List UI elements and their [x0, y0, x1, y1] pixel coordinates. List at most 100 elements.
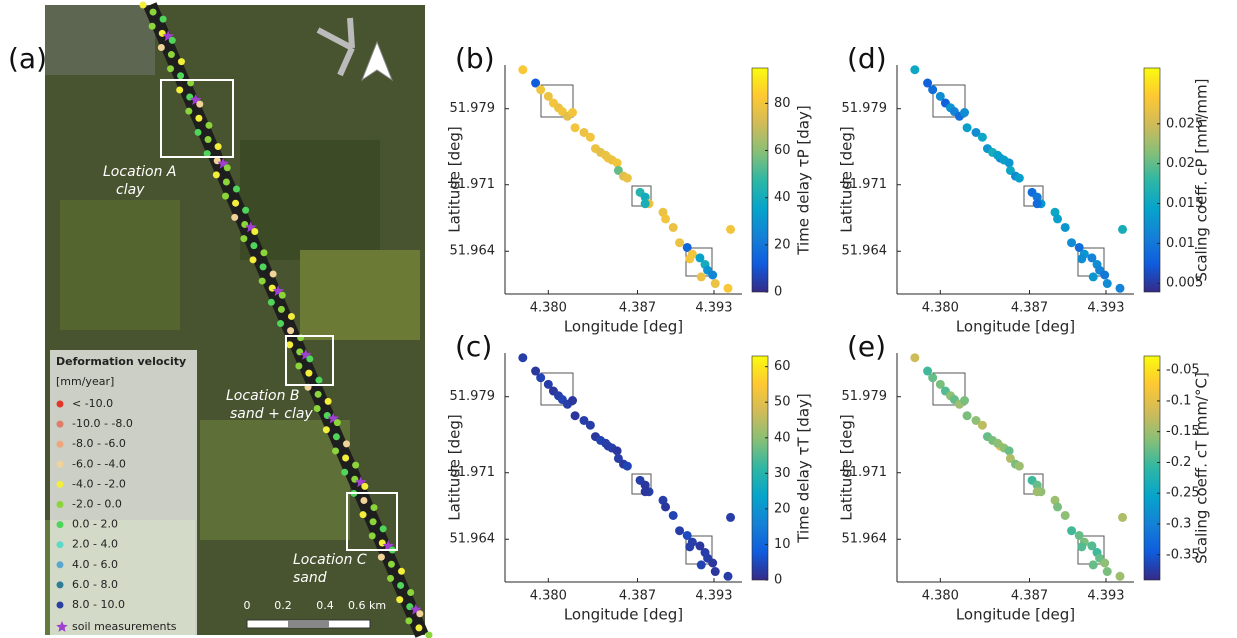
- y-tick-label: 51.964: [842, 532, 888, 547]
- map-point: [379, 525, 387, 533]
- point: [1004, 446, 1014, 456]
- legend-label: -6.0 - -4.0: [72, 457, 126, 470]
- map-point: [377, 553, 385, 561]
- map-point: [342, 454, 350, 462]
- point: [570, 411, 580, 421]
- x-axis-label: Longitude [deg]: [564, 318, 683, 336]
- map-point: [387, 560, 395, 568]
- point: [1032, 199, 1042, 209]
- region-box: [540, 372, 574, 406]
- legend-marker: [56, 460, 64, 468]
- map-point: [286, 341, 294, 349]
- map-point: [251, 228, 259, 236]
- colorbar-label: Time delay τP [day]: [795, 105, 813, 255]
- y-tick-label: 51.979: [450, 101, 496, 116]
- colorbar-tick-label: 30: [774, 466, 791, 481]
- x-tick-label: 4.393: [695, 301, 732, 316]
- point: [710, 567, 720, 577]
- scalebar-label: 0.6 km: [348, 599, 386, 612]
- point: [518, 65, 528, 75]
- map-point: [341, 468, 349, 476]
- legend-marker: [56, 561, 64, 569]
- legend-label: soil measurements: [72, 620, 177, 633]
- point: [935, 91, 945, 101]
- colorbar-label: Scaling coeff. cP [mm/mm]: [1193, 79, 1211, 282]
- legend-marker: [56, 440, 64, 448]
- map-point: [306, 355, 314, 363]
- map-point: [258, 277, 266, 285]
- map-point: [387, 574, 395, 582]
- location-name: Location B: [226, 388, 300, 404]
- region-box: [932, 372, 966, 406]
- map-point: [177, 72, 185, 80]
- map-field: [200, 420, 350, 540]
- point: [601, 438, 611, 448]
- legend-marker: [56, 420, 64, 428]
- point: [971, 127, 981, 137]
- y-tick-label: 51.971: [450, 465, 496, 480]
- map-point: [223, 164, 231, 172]
- colorbar-tick-label: -0.2: [1166, 455, 1191, 470]
- map-point: [359, 511, 367, 519]
- colorbar: [1143, 355, 1161, 581]
- map-point: [397, 567, 405, 575]
- point: [668, 222, 678, 232]
- map-point: [287, 327, 295, 335]
- location-soil: sand: [293, 570, 327, 586]
- map-point: [361, 482, 369, 490]
- map-point: [167, 51, 175, 59]
- map-point: [240, 235, 248, 243]
- map-point: [203, 150, 211, 158]
- point: [1115, 283, 1125, 293]
- legend-label: -4.0 - -2.0: [72, 477, 126, 490]
- point: [1032, 192, 1042, 202]
- map-point: [185, 107, 193, 115]
- point: [1032, 487, 1042, 497]
- y-axis-label: Latitude [deg]: [446, 414, 464, 520]
- point: [910, 353, 920, 363]
- colorbar-tick-label: 0.02: [1166, 156, 1195, 171]
- map-point: [278, 291, 286, 299]
- point: [536, 85, 546, 95]
- legend-entries: < -10.0 -10.0 - -8.0 -8.0 - -6.0 -6.0 - -4.…: [56, 397, 177, 633]
- legend-marker: [56, 400, 64, 408]
- y-tick-label: 51.979: [842, 389, 888, 404]
- colorbar-tick-label: 0.025: [1166, 116, 1203, 131]
- point: [1004, 158, 1014, 168]
- colorbar-tick-label: 40: [774, 190, 791, 205]
- x-tick-label: 4.387: [1011, 301, 1048, 316]
- legend-label: 8.0 - 10.0: [72, 598, 125, 611]
- x-axis-label: Longitude [deg]: [956, 606, 1075, 624]
- colorbar-tick-label: 20: [774, 237, 791, 252]
- region-box: [540, 84, 574, 118]
- y-tick-label: 51.971: [842, 177, 888, 192]
- point: [1014, 461, 1024, 471]
- y-tick-label: 51.964: [450, 244, 496, 259]
- point: [640, 480, 650, 490]
- colorbar-tick-label: -0.1: [1166, 393, 1191, 408]
- point: [993, 150, 1003, 160]
- colorbar-tick-label: 50: [774, 395, 791, 410]
- colorbar-tick-label: -0.05: [1166, 363, 1200, 378]
- map-point: [369, 518, 377, 526]
- map-point: [305, 369, 313, 377]
- point: [935, 379, 945, 389]
- location-box: [285, 335, 334, 386]
- map-point: [249, 256, 257, 264]
- legend-marker: [56, 480, 64, 488]
- colorbar-tick-label: -0.35: [1166, 547, 1200, 562]
- point: [568, 396, 578, 406]
- point: [1100, 270, 1110, 280]
- scalebar-label: 0.2: [274, 599, 292, 612]
- legend-marker: [56, 541, 64, 549]
- legend-label: 4.0 - 6.0: [72, 558, 118, 571]
- colorbar: [1143, 67, 1161, 293]
- map-point: [176, 86, 184, 94]
- map-point: [407, 589, 415, 597]
- map-point: [333, 419, 341, 427]
- x-tick-label: 4.380: [922, 301, 959, 316]
- point: [640, 192, 650, 202]
- point: [1014, 173, 1024, 183]
- north-arrow: [316, 17, 394, 82]
- point: [928, 373, 938, 383]
